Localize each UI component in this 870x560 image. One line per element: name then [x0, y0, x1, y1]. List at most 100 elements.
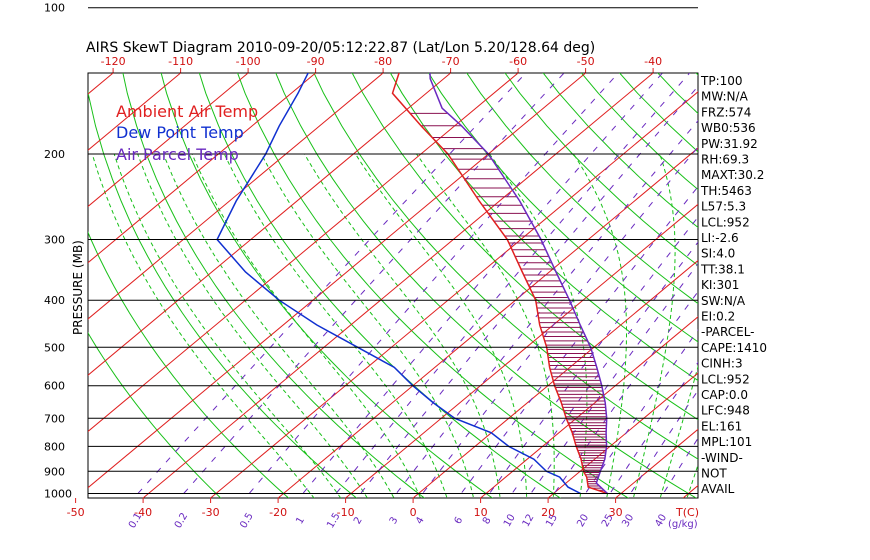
isotherm-line: [88, 73, 114, 95]
plot-frame: [87, 72, 699, 499]
index-item: MAXT:30.2: [701, 168, 764, 182]
dry-adiabat: [122, 73, 426, 498]
dry-adiabat: [542, 73, 698, 229]
top-tick-label: -40: [644, 55, 662, 68]
legend-ambient: Ambient Air Temp: [116, 102, 258, 121]
mixing-ratio-line: [527, 262, 698, 498]
pressure-label: 600: [44, 380, 65, 393]
dry-adiabat: [847, 8, 870, 504]
index-item: PW:31.92: [701, 137, 758, 151]
index-item: RH:69.3: [701, 153, 749, 167]
top-tick-label: -50: [577, 55, 595, 68]
mixing-ratio-line: [550, 290, 698, 498]
mixing-ratio-label: 3: [388, 515, 401, 526]
moist-adiabat: [659, 364, 698, 498]
isotherm-line: [88, 73, 316, 264]
top-tick-label: -90: [307, 55, 325, 68]
index-item: NOT: [701, 467, 727, 481]
bottom-axis-unit: T(C): [675, 506, 699, 519]
mixing-ratio-label: 40: [653, 513, 669, 530]
mixing-ratio-label: 12: [521, 512, 537, 529]
top-tick-label: -120: [101, 55, 126, 68]
top-tick-label: -110: [168, 55, 193, 68]
isotherm-line: [547, 372, 698, 498]
chart-title: AIRS SkewT Diagram 2010-09-20/05:12:22.8…: [86, 40, 595, 56]
index-item: EL:161: [701, 419, 742, 433]
index-item: EI:0.2: [701, 310, 735, 324]
mixing-ratio-label: 10: [502, 512, 518, 529]
dry-adiabat: [160, 73, 494, 498]
dry-adiabat: [88, 231, 290, 498]
isotherm-line: [88, 73, 249, 208]
mixing-ratio-label: 6: [453, 515, 466, 526]
mixing-ratio-line: [244, 73, 619, 498]
bottom-tick-label: 10: [474, 506, 488, 519]
mixing-ratio-line: [508, 241, 698, 498]
bottom-tick-label: 0: [410, 506, 417, 519]
index-item: FRZ:574: [701, 105, 751, 119]
pressure-label: 800: [44, 440, 65, 453]
isotherm-line: [88, 73, 519, 433]
pressure-label: 500: [44, 341, 65, 354]
mixing-ratio-label: 2: [352, 515, 365, 526]
dewpoint-line: [216, 73, 581, 495]
index-item: LCL:952: [701, 215, 750, 229]
pressure-label: 700: [44, 412, 65, 425]
parcel-temp-line: [429, 73, 609, 495]
moist-adiabat: [191, 153, 422, 498]
pressure-label: 900: [44, 465, 65, 478]
legend-parcel: Air Parcel Temp: [116, 145, 239, 164]
moist-adiabat: [91, 153, 315, 498]
isotherm-line: [88, 73, 586, 489]
mixing-ratio-line: [298, 73, 664, 498]
moist-adiabat: [137, 153, 368, 498]
mixing-ratio-unit: (g/kg): [668, 519, 698, 530]
sounding-series: [216, 73, 609, 495]
index-item: WB0:536: [701, 121, 756, 135]
index-item: SW:N/A: [701, 294, 746, 308]
dry-adiabat: [88, 89, 358, 498]
mixing-ratio-line: [356, 85, 698, 498]
pressure-labels: 100 200 300 400 500 600 700 800 900 1000: [44, 2, 72, 501]
isotherm-line: [412, 259, 698, 498]
moist-adiabat: [632, 153, 676, 498]
top-temp-axis: -120 -110 -100 -90 -80 -70 -60 -50 -40: [101, 55, 662, 73]
moist-adiabat: [260, 153, 475, 498]
dry-adiabat: [275, 73, 698, 498]
index-item: TT:38.1: [700, 262, 745, 276]
index-item: KI:301: [701, 278, 739, 292]
moist-adiabat: [113, 153, 342, 498]
dry-adiabat: [466, 73, 698, 305]
bottom-tick-label: -50: [67, 506, 85, 519]
pressure-label: 1000: [44, 488, 72, 501]
dry-adiabats: [88, 8, 870, 504]
isotherm-line: [88, 73, 384, 320]
ambient-temp-line: [391, 73, 608, 495]
isotherm-line: [345, 203, 698, 498]
index-item: -WIND-: [701, 451, 743, 465]
top-tick-label: -70: [442, 55, 460, 68]
index-item: MPL:101: [701, 435, 752, 449]
index-item: CINH:3: [701, 357, 743, 371]
index-item: TH:5463: [700, 184, 752, 198]
index-item: AVAIL: [701, 482, 735, 496]
bottom-tick-label: -30: [202, 506, 220, 519]
moist-adiabat: [163, 153, 395, 498]
bottom-tick-label: -40: [134, 506, 152, 519]
mixing-ratio-label: 4: [414, 515, 427, 526]
index-item: CAPE:1410: [701, 341, 767, 355]
mixing-ratio-line: [392, 120, 698, 498]
mixing-ratio-label: 1: [294, 515, 307, 526]
top-tick-label: -80: [374, 55, 392, 68]
index-item: MW:N/A: [701, 90, 749, 104]
y-axis-label: PRESSURE (MB): [71, 240, 85, 335]
isotherm-line: [0, 73, 46, 498]
mixing-ratio-line: [457, 185, 698, 498]
isotherm-line: [480, 316, 698, 498]
isotherm-line: [88, 73, 181, 151]
index-item: SI:4.0: [701, 247, 735, 261]
bottom-tick-label: 20: [541, 506, 555, 519]
legend: Ambient Air Temp Dew Point Temp Air Parc…: [116, 102, 258, 164]
mixing-ratio-label: 30: [620, 512, 636, 529]
